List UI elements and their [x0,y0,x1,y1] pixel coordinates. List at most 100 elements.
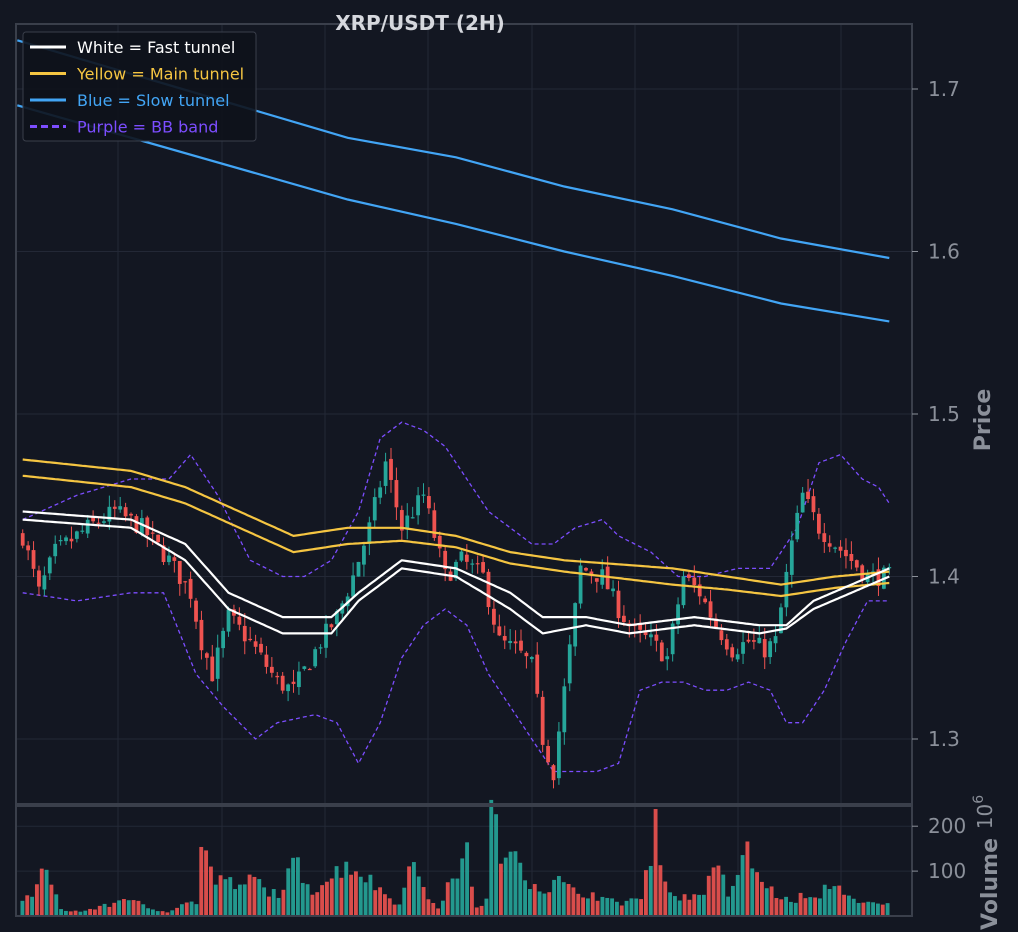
candle-body [773,636,778,644]
volume-bar [856,902,861,916]
candle-body [757,637,762,644]
volume-bar [184,902,189,916]
volume-bar [672,896,677,916]
candle-body [616,590,621,619]
volume-bar [668,892,673,916]
candle-body [806,491,810,500]
candle-body [389,458,393,480]
candle-body [454,561,458,579]
volume-bar [387,898,392,916]
volume-bar [716,865,721,916]
candle-body [659,642,664,662]
volume-bar [726,896,731,916]
volume-bar [68,911,73,916]
candle-body [854,560,859,568]
volume-bar [83,910,88,916]
volume-bar [223,879,228,916]
candle-body [172,557,177,561]
volume-bar [281,889,286,916]
candle-body [741,642,745,654]
volume-bar [880,904,885,916]
candle-body [529,657,534,660]
volume-bar [813,897,818,916]
candle-body [102,521,106,523]
volume-bar [769,886,774,916]
volume-bar [59,909,64,916]
volume-bar [711,867,716,916]
candle-body [594,578,599,582]
volume-bar [677,900,682,916]
volume-bar [349,874,354,916]
volume-bar [547,892,552,916]
volume-bar [179,904,184,916]
volume-bar [503,857,508,916]
volume-bar [610,898,615,916]
volume-bar [320,885,325,916]
candle-body [719,630,724,641]
volume-bar [324,881,329,916]
volume-bar [692,894,697,916]
chart-title: XRP/USDT (2H) [335,11,505,35]
volume-bar [291,857,296,916]
candle-body [844,549,848,557]
volume-bar [121,899,126,916]
candle-body [838,546,843,551]
volume-bar [358,876,363,916]
candle-body [74,531,79,539]
volume-bar [648,865,653,916]
volume-panel-frame [15,805,913,917]
candle-body [638,624,643,630]
volume-bar [523,880,528,916]
candle-body [118,506,123,510]
volume-bar [97,905,102,916]
candle-body [53,543,58,557]
candle-body [649,634,653,638]
candle-body [69,538,74,542]
volume-bar [687,899,692,916]
volume-bar [532,884,537,916]
slow-tunnel-upper [16,39,890,260]
candle-body [551,765,556,781]
candle-body [589,571,594,576]
volume-tick-label: 100 [928,859,966,883]
volume-bar [697,894,702,916]
volume-bar [561,882,566,916]
candle-body [237,616,242,625]
volume-bar [498,863,503,916]
volume-bar [126,900,131,916]
volume-bar [431,902,436,916]
volume-bar [237,884,242,916]
volume-bar [189,901,194,916]
volume-bar [44,869,49,916]
volume-bar [842,894,847,916]
volume-bar [851,898,856,916]
candle-body [573,603,578,647]
candle-body [827,543,832,547]
volume-bar [102,903,107,916]
volume-bar [605,897,610,916]
volume-bar [170,910,175,916]
candle-body [524,652,529,657]
volume-bar [827,889,832,916]
candle-body [822,533,827,542]
candle-body [816,513,821,534]
volume-bar [363,882,368,916]
legend-label: White = Fast tunnel [77,38,235,57]
candle-body [751,640,756,642]
volume-bar [552,879,557,916]
volume-bar [295,857,300,916]
volume-bar [465,842,470,916]
volume-bar [436,908,441,916]
volume-bar [421,887,426,916]
volume-bar [701,894,706,916]
candle-body [486,571,491,608]
candle-body [329,624,334,628]
volume-bar [774,898,779,916]
volume-bar [54,894,59,916]
volume-bar [730,885,735,916]
candle-body [876,569,881,586]
candle-body [437,535,442,549]
volume-bar [759,881,764,916]
volume-bar [49,884,54,916]
candle-body [275,675,280,678]
